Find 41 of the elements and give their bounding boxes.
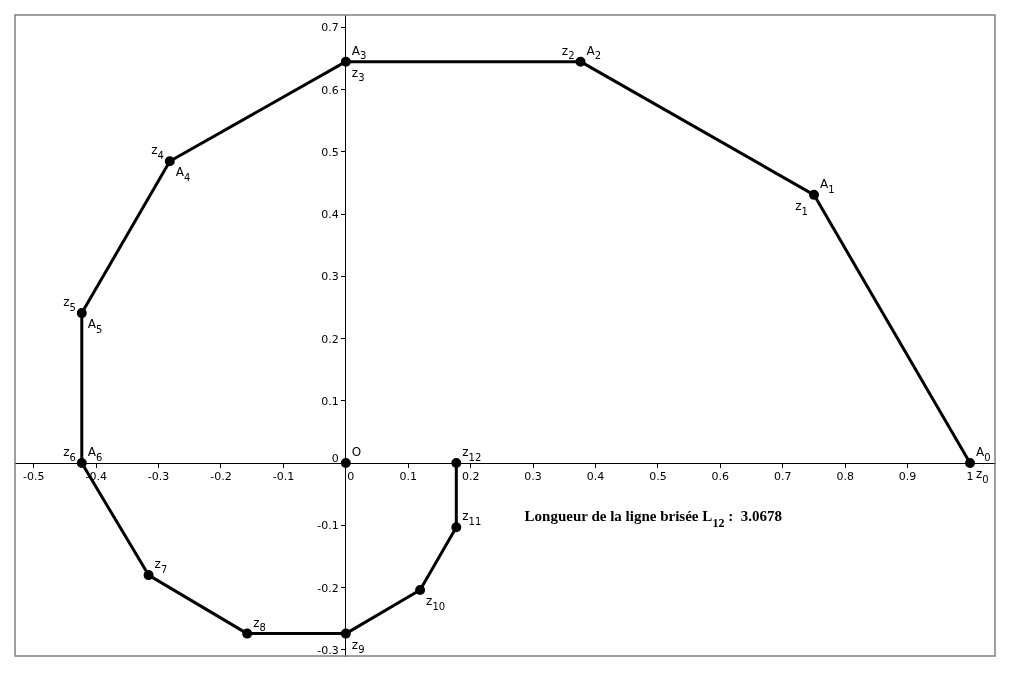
x-tick-label: 0.4 xyxy=(586,470,605,484)
point xyxy=(143,570,154,581)
x-tick-label: -0.5 xyxy=(22,470,45,484)
point xyxy=(340,56,351,67)
x-tick-label: 0.6 xyxy=(711,470,730,484)
annotation: O xyxy=(351,445,362,460)
y-tick-label: 0.4 xyxy=(321,208,339,222)
x-tick-label: 0.8 xyxy=(836,470,854,484)
x-tick-label: 0 xyxy=(347,470,355,484)
point xyxy=(451,522,462,533)
x-tick-label: 0.7 xyxy=(774,470,792,484)
point xyxy=(76,458,87,469)
x-tick-label: 0.1 xyxy=(399,470,417,484)
y-tick-label: 0.2 xyxy=(321,332,339,346)
x-tick-label: -0.1 xyxy=(272,470,295,484)
point xyxy=(808,189,819,200)
y-tick-label: 0.6 xyxy=(321,83,339,97)
point xyxy=(242,628,253,639)
point xyxy=(965,458,976,469)
y-tick-label: 0.5 xyxy=(321,145,339,159)
point xyxy=(451,458,462,469)
point xyxy=(575,56,586,67)
x-tick-label: -0.3 xyxy=(147,470,170,484)
x-tick-label: 0.2 xyxy=(461,470,480,484)
point xyxy=(76,308,87,319)
y-tick-label: -0.3 xyxy=(317,643,339,657)
point xyxy=(415,585,426,596)
x-tick-label: 1 xyxy=(966,470,974,484)
y-tick-label: -0.2 xyxy=(317,581,339,595)
point xyxy=(340,458,351,469)
y-tick-label: 0.3 xyxy=(321,270,339,284)
y-tick-label: 0.1 xyxy=(321,394,339,408)
x-tick-label: 0.9 xyxy=(898,470,917,484)
x-tick-label: -0.2 xyxy=(210,470,232,484)
y-tick-label: 0.7 xyxy=(321,21,339,35)
point xyxy=(340,628,351,639)
point xyxy=(164,156,175,167)
x-tick-label: 0.5 xyxy=(649,470,667,484)
x-tick-label: 0.3 xyxy=(524,470,542,484)
y-tick-label: -0.1 xyxy=(317,519,339,533)
y-tick-label: 0 xyxy=(331,451,339,465)
